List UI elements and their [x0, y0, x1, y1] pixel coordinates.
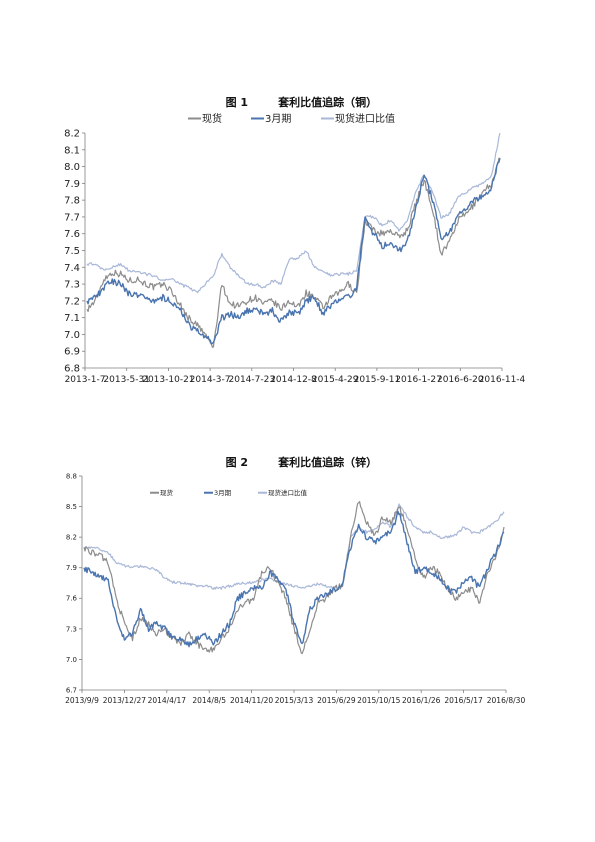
copper-legend-label: 现货	[202, 112, 222, 125]
copper-series-line-import-ratio	[86, 132, 501, 294]
zinc-y-tick-label: 8.5	[66, 503, 77, 511]
zinc-series-line-3m	[83, 510, 505, 648]
copper-y-tick-label: 6.9	[64, 347, 80, 358]
zinc-y-tick-label: 8.2	[66, 534, 77, 542]
figure-2-title: 图 2 套利比值追踪（锌）	[0, 441, 595, 470]
zinc-x-tick-label: 2016/1/26	[402, 696, 441, 705]
copper-series-line-spot	[86, 157, 501, 348]
zinc-y-tick-label: 7.0	[66, 656, 77, 664]
copper-x-tick-label: 2014-3-7	[190, 375, 231, 385]
zinc-x-tick-label: 2015/6/29	[317, 696, 356, 705]
copper-y-tick-label: 7.0	[64, 330, 80, 341]
copper-x-tick-label: 2013-10-21	[142, 375, 194, 385]
copper-y-tick-label: 6.8	[64, 364, 80, 375]
zinc-series-line-import-ratio	[83, 503, 505, 590]
zinc-y-tick-label: 6.7	[66, 686, 77, 694]
copper-y-tick-label: 8.2	[64, 129, 80, 140]
copper-x-tick-label: 2014-12-8	[270, 375, 317, 385]
copper-x-tick-label: 2016-11-4	[479, 375, 526, 385]
zinc-legend-label: 现货	[160, 488, 174, 497]
copper-y-tick-label: 7.9	[64, 179, 80, 190]
copper-x-tick-label: 2013-5-31	[103, 375, 150, 385]
zinc-x-tick-label: 2014/8/5	[192, 696, 226, 705]
zinc-x-tick-label: 2016/5/17	[444, 696, 483, 705]
figure-1-label: 图 1	[225, 96, 249, 109]
figure-2-label: 图 2	[225, 456, 249, 469]
copper-x-tick-label: 2016-6-20	[437, 375, 484, 385]
copper-series-line-3m	[86, 158, 501, 345]
copper-legend-label: 现货进口比值	[335, 112, 395, 125]
copper-x-tick-label: 2015-4-29	[312, 375, 359, 385]
copper-legend-label: 3月期	[265, 113, 291, 125]
copper-y-tick-label: 7.7	[64, 212, 80, 223]
copper-y-tick-label: 7.6	[64, 229, 80, 240]
zinc-x-tick-label: 2015/3/13	[275, 696, 314, 705]
copper-y-tick-label: 7.2	[64, 296, 80, 307]
zinc-legend-label: 现货进口比值	[268, 488, 308, 497]
figure-1-title: 图 1 套利比值追踪（铜）	[0, 81, 595, 110]
zinc-y-tick-label: 8.8	[66, 472, 77, 480]
zinc-legend-label: 3月期	[214, 489, 232, 497]
copper-y-tick-label: 7.4	[64, 263, 80, 274]
zinc-y-tick-label: 7.6	[66, 595, 78, 603]
zinc-y-tick-label: 7.3	[66, 625, 77, 633]
copper-x-tick-label: 2015-9-11	[354, 375, 401, 385]
copper-y-tick-label: 8.1	[64, 145, 80, 156]
figure-1-caption: 套利比值追踪（铜）	[278, 96, 378, 109]
zinc-x-tick-label: 2014/11/20	[230, 696, 273, 705]
zinc-x-tick-label: 2013/9/9	[65, 696, 99, 705]
zinc-y-tick-label: 7.9	[66, 564, 77, 572]
copper-y-tick-label: 7.8	[64, 196, 80, 207]
zinc-series-line-spot	[83, 501, 505, 655]
figure-2-caption: 套利比值追踪（锌）	[278, 456, 378, 469]
copper-y-tick-label: 7.1	[64, 313, 80, 324]
zinc-x-tick-label: 2014/4/17	[148, 696, 187, 705]
copper-y-tick-label: 8.0	[64, 162, 80, 173]
copper-x-tick-label: 2013-1-7	[65, 375, 106, 385]
copper-y-tick-label: 7.3	[64, 280, 80, 291]
zinc-x-tick-label: 2013/12/27	[103, 696, 146, 705]
zinc-x-tick-label: 2015/10/15	[357, 696, 400, 705]
copper-x-tick-label: 2014-7-23	[229, 375, 276, 385]
zinc-x-tick-label: 2016/8/30	[487, 696, 526, 705]
copper-y-tick-label: 7.5	[64, 246, 80, 257]
copper-x-tick-label: 2016-1-27	[395, 375, 442, 385]
